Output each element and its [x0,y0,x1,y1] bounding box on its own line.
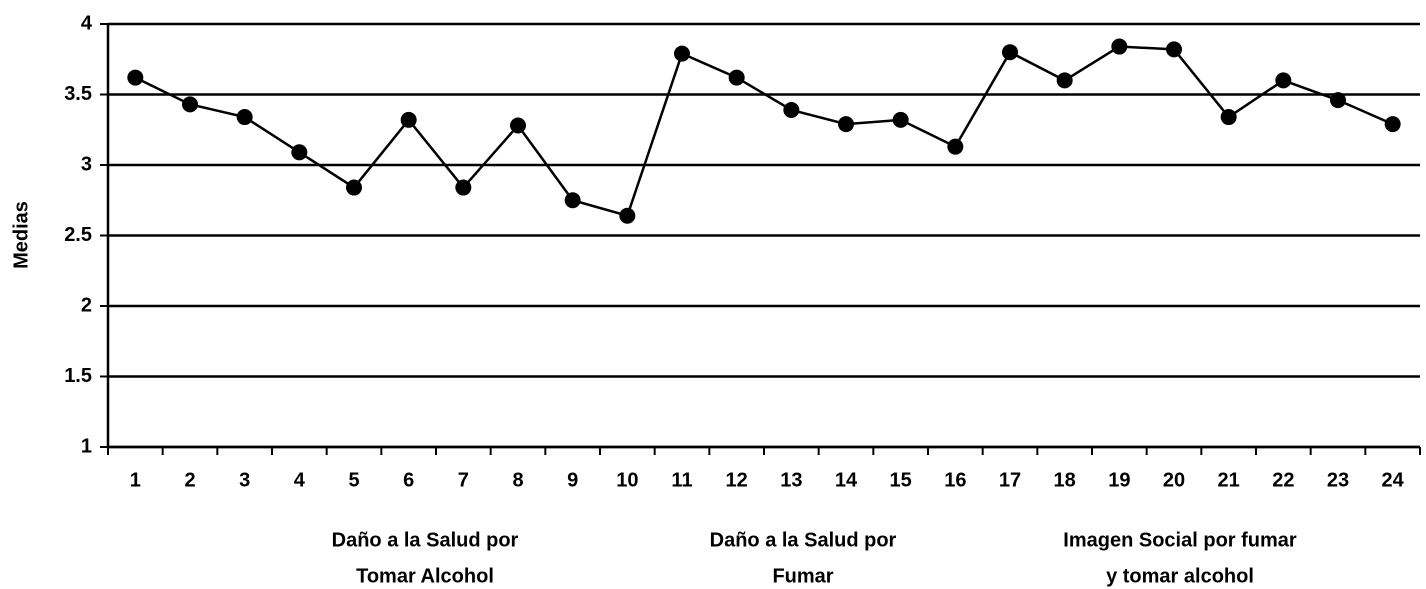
marker [1002,44,1018,61]
marker [182,96,198,113]
y-tick-label: 3 [81,153,92,175]
y-tick-label: 2.5 [64,224,92,246]
group-label: Tomar Alcohol [356,565,494,587]
marker [1056,72,1073,89]
x-tick-label: 7 [458,469,469,491]
marker [1384,116,1401,133]
x-tick-label: 8 [512,469,523,491]
marker [291,144,308,161]
x-tick-label: 5 [348,469,359,491]
marker [564,192,581,209]
x-tick-label: 2 [184,469,195,491]
marker [892,111,909,128]
x-tick-label: 18 [1054,469,1076,491]
x-tick-label: 1 [130,469,141,491]
marker [1275,72,1292,89]
x-tick-label: 15 [890,469,912,491]
x-tick-label: 16 [944,469,966,491]
x-tick-label: 10 [616,469,638,491]
marker [619,207,636,224]
marker [400,111,417,128]
marker [947,138,964,155]
group-label: Imagen Social por fumar [1063,529,1297,551]
x-tick-label: 12 [726,469,748,491]
x-tick-label: 11 [671,469,692,491]
y-axis-label: Medias [10,201,32,269]
group-label: Fumar [772,565,833,587]
group-label: y tomar alcohol [1106,565,1254,587]
marker [838,116,854,133]
y-tick-label: 2 [81,294,92,316]
y-tick-label: 1.5 [64,365,92,387]
marker [346,179,362,196]
marker [1330,92,1346,109]
x-tick-label: 3 [239,469,250,491]
group-label: Daño a la Salud por [710,529,897,551]
marker [455,179,472,196]
x-tick-label: 4 [294,469,306,491]
y-tick-label: 3.5 [64,83,92,105]
marker [127,69,144,86]
marker [1220,109,1237,126]
y-tick-label: 1 [81,435,92,457]
marker [1111,38,1128,55]
marker [728,69,745,86]
x-tick-label: 21 [1218,469,1240,491]
x-tick-label: 23 [1327,469,1349,491]
line [134,45,1394,218]
x-tick-label: 20 [1163,469,1185,491]
x-tick-label: 24 [1382,469,1405,491]
marker [510,117,526,134]
x-tick-label: 13 [780,469,802,491]
x-tick-label: 14 [835,469,858,491]
group-label: Daño a la Salud por [332,529,519,551]
marker [236,109,253,126]
marker [674,45,690,62]
x-tick-label: 17 [999,469,1021,491]
x-tick-label: 19 [1108,469,1130,491]
x-tick-label: 6 [403,469,414,491]
y-tick-label: 4 [81,12,93,34]
x-tick-label: 9 [567,469,578,491]
marker [1166,41,1182,58]
marker [783,102,800,119]
x-tick-label: 22 [1272,469,1294,491]
